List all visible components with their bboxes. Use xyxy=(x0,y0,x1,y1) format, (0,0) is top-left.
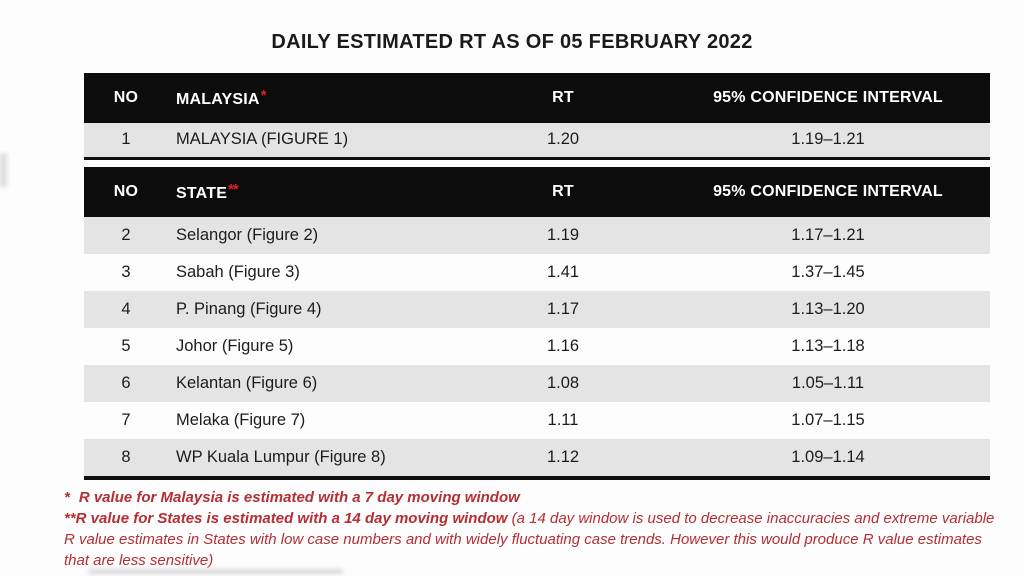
table-row-sabah: 3 Sabah (Figure 3) 1.41 1.37–1.45 xyxy=(84,253,990,291)
cell-no: 6 xyxy=(84,364,168,402)
red-asterisk: * xyxy=(260,87,267,104)
table-row-selangor: 2 Selangor (Figure 2) 1.19 1.17–1.21 xyxy=(84,216,990,254)
cell-rt: 1.16 xyxy=(460,327,666,365)
state-rt-table: NO STATE** RT 95% CONFIDENCE INTERVAL 2 … xyxy=(84,166,990,476)
header-label-no: NO xyxy=(113,182,139,200)
cell-name: MALAYSIA (FIGURE 1) xyxy=(168,123,460,158)
scan-artifact-bottom xyxy=(88,569,343,574)
cell-name: Kelantan (Figure 6) xyxy=(168,364,460,402)
footnote-states-regular-text: (a 14 day window is used to decrease ina… xyxy=(64,510,995,569)
table-row-malaysia: 1 MALAYSIA (FIGURE 1) 1.20 1.19–1.21 xyxy=(84,123,990,158)
cell-name: Johor (Figure 5) xyxy=(168,327,460,365)
column-header-rt: RT xyxy=(460,166,666,217)
cell-rt: 1.41 xyxy=(460,253,666,291)
cell-name: Sabah (Figure 3) xyxy=(168,253,460,291)
cell-ci: 1.13–1.20 xyxy=(666,290,990,328)
column-header-malaysia: MALAYSIA* xyxy=(168,73,460,123)
footnote-marker: * xyxy=(64,489,70,506)
footnotes: * R value for Malaysia is estimated with … xyxy=(64,487,1009,571)
header-label-state: STATE xyxy=(176,184,228,202)
malaysia-rt-table: NO MALAYSIA* RT 95% CONFIDENCE INTERVAL … xyxy=(84,73,990,160)
cell-rt: 1.19 xyxy=(460,216,666,254)
cell-ci: 1.05–1.11 xyxy=(666,364,990,402)
state-header-row: NO STATE** RT 95% CONFIDENCE INTERVAL xyxy=(84,166,990,217)
cell-ci: 1.07–1.15 xyxy=(666,401,990,439)
cell-no: 7 xyxy=(84,401,168,439)
rt-tables: NO MALAYSIA* RT 95% CONFIDENCE INTERVAL … xyxy=(84,73,990,480)
table-divider-gap xyxy=(84,160,990,167)
header-label-rt: RT xyxy=(552,182,574,200)
document-title: DAILY ESTIMATED RT AS OF 05 FEBRUARY 202… xyxy=(271,31,753,53)
cell-rt: 1.08 xyxy=(460,364,666,402)
header-label-rt: RT xyxy=(552,89,574,106)
header-label-malaysia: MALAYSIA xyxy=(176,91,260,108)
cell-ci: 1.09–1.14 xyxy=(666,438,990,476)
footnote-states: **R value for States is estimated with a… xyxy=(64,508,1009,571)
malaysia-header-row: NO MALAYSIA* RT 95% CONFIDENCE INTERVAL xyxy=(84,73,990,123)
cell-ci: 1.13–1.18 xyxy=(666,327,990,365)
column-header-no: NO xyxy=(84,73,168,123)
scan-artifact-left xyxy=(0,153,7,187)
cell-ci: 1.19–1.21 xyxy=(666,123,990,158)
header-label-confidence-interval: 95% CONFIDENCE INTERVAL xyxy=(713,89,943,106)
cell-no: 2 xyxy=(84,216,168,254)
cell-no: 5 xyxy=(84,327,168,365)
column-header-confidence-interval: 95% CONFIDENCE INTERVAL xyxy=(666,166,990,217)
table-row-kelantan: 6 Kelantan (Figure 6) 1.08 1.05–1.11 xyxy=(84,364,990,402)
cell-ci: 1.37–1.45 xyxy=(666,253,990,291)
header-label-confidence-interval: 95% CONFIDENCE INTERVAL xyxy=(713,182,943,200)
cell-rt: 1.17 xyxy=(460,290,666,328)
column-header-rt: RT xyxy=(460,73,666,123)
column-header-confidence-interval: 95% CONFIDENCE INTERVAL xyxy=(666,73,990,123)
footnote-malaysia-text: R value for Malaysia is estimated with a… xyxy=(78,489,520,506)
footnote-malaysia: * R value for Malaysia is estimated with … xyxy=(64,487,1009,508)
cell-rt: 1.12 xyxy=(460,438,666,476)
cell-rt: 1.20 xyxy=(460,123,666,158)
cell-name: Selangor (Figure 2) xyxy=(168,216,460,254)
column-header-state: STATE** xyxy=(168,166,460,217)
table-row-johor: 5 Johor (Figure 5) 1.16 1.13–1.18 xyxy=(84,327,990,365)
column-header-no: NO xyxy=(84,166,168,217)
cell-no: 4 xyxy=(84,290,168,328)
table-bottom-border xyxy=(84,475,990,480)
table-row-p-pinang: 4 P. Pinang (Figure 4) 1.17 1.13–1.20 xyxy=(84,290,990,328)
table-row-melaka: 7 Melaka (Figure 7) 1.11 1.07–1.15 xyxy=(84,401,990,439)
cell-no: 8 xyxy=(84,438,168,476)
cell-ci: 1.17–1.21 xyxy=(666,216,990,254)
table-row-wp-kuala-lumpur: 8 WP Kuala Lumpur (Figure 8) 1.12 1.09–1… xyxy=(84,438,990,476)
footnote-states-bold-text: **R value for States is estimated with a… xyxy=(64,510,512,527)
cell-name: WP Kuala Lumpur (Figure 8) xyxy=(168,438,460,476)
cell-no: 1 xyxy=(84,123,168,158)
header-label-no: NO xyxy=(113,89,139,106)
red-double-asterisk: ** xyxy=(228,180,239,198)
cell-name: P. Pinang (Figure 4) xyxy=(168,290,460,328)
cell-no: 3 xyxy=(84,253,168,291)
cell-name: Melaka (Figure 7) xyxy=(168,401,460,439)
cell-rt: 1.11 xyxy=(460,401,666,439)
